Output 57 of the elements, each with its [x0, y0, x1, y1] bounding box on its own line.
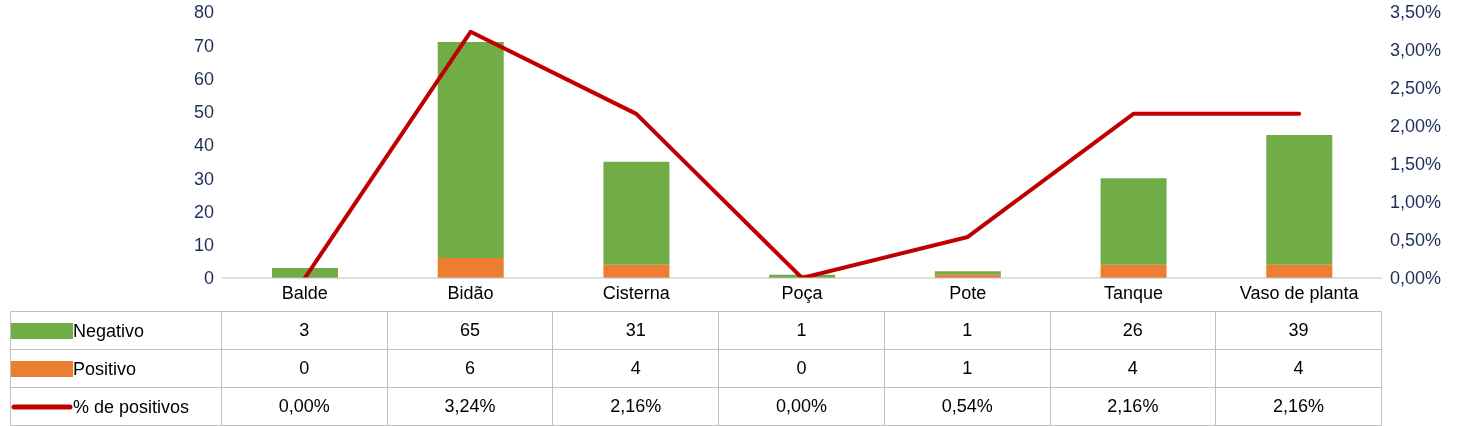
data-label: 31: [552, 311, 719, 350]
data-label: 4: [1050, 349, 1216, 388]
x-tick-label: Tanque: [1103, 282, 1163, 303]
data-label: 4: [1215, 349, 1382, 388]
data-label: 2,16%: [1215, 387, 1382, 426]
data-label: 0,00%: [221, 387, 388, 426]
data-label: 6: [387, 349, 553, 388]
data-label: 4: [552, 349, 719, 388]
data-label: 0,00%: [718, 387, 885, 426]
data-label: 2,16%: [552, 387, 719, 426]
y-tick-label: 0: [203, 268, 214, 289]
data-label: 65: [387, 311, 553, 350]
y2-tick-label: 0,00%: [1390, 268, 1442, 289]
x-tick-label: Pote: [949, 282, 987, 303]
y-tick-label: 60: [193, 68, 214, 89]
bar: [1100, 178, 1167, 265]
bar: [1266, 264, 1333, 278]
x-tick-label: Cisterna: [602, 282, 671, 303]
y-tick-label: 30: [193, 168, 214, 189]
legend-label: % de positivos: [73, 396, 190, 417]
bar: [437, 41, 504, 259]
bar: [603, 264, 670, 278]
bar: [1100, 264, 1167, 278]
data-label: 39: [1215, 311, 1382, 350]
bar: [603, 161, 670, 265]
y-tick-label: 80: [193, 2, 214, 23]
x-tick-label: Poça: [781, 282, 824, 303]
y-tick-label: 10: [193, 235, 214, 256]
x-tick-label: Balde: [281, 282, 328, 303]
data-label: 3: [221, 311, 388, 350]
x-tick-label: Vaso de planta: [1239, 282, 1360, 303]
y2-tick-label: 1,00%: [1390, 192, 1442, 213]
y2-tick-label: 0,50%: [1390, 230, 1442, 251]
y-tick-label: 40: [193, 135, 214, 156]
data-label: 2,16%: [1050, 387, 1216, 426]
data-label: 0: [221, 349, 388, 388]
y-tick-label: 70: [193, 35, 214, 56]
y-tick-label: 50: [193, 102, 214, 123]
data-label: 0: [718, 349, 885, 388]
data-label: 0,54%: [884, 387, 1051, 426]
y-tick-label: 20: [193, 201, 214, 222]
y2-tick-label: 2,50%: [1390, 78, 1442, 99]
legend-label: Negativo: [73, 320, 145, 341]
line-series: [302, 29, 1302, 278]
bar: [437, 258, 504, 278]
legend-label: Positivo: [73, 358, 137, 379]
y2-tick-label: 3,50%: [1390, 2, 1442, 23]
y2-tick-label: 2,00%: [1390, 116, 1442, 137]
data-label: 3,24%: [387, 387, 553, 426]
bar: [1266, 135, 1333, 265]
data-label: 26: [1050, 311, 1216, 350]
y2-tick-label: 1,50%: [1390, 154, 1442, 175]
data-label: 1: [884, 311, 1051, 350]
data-label: 1: [718, 311, 885, 350]
x-tick-label: Bidão: [447, 282, 494, 303]
y2-tick-label: 3,00%: [1390, 40, 1442, 61]
data-label: 1: [884, 349, 1051, 388]
